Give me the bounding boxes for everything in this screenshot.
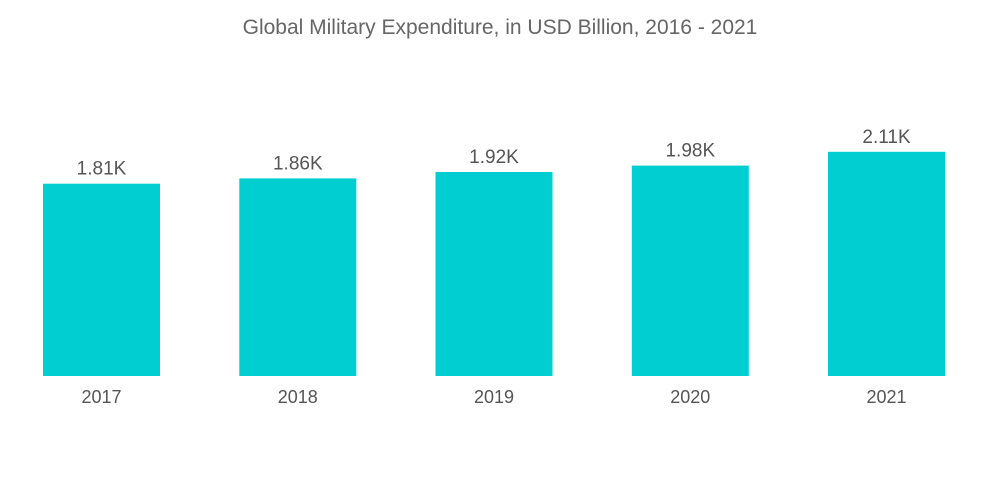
data-label-2020: 1.98K (665, 141, 715, 162)
bar-2018 (239, 178, 357, 376)
bar-2019 (435, 172, 553, 376)
bar-2020 (631, 165, 749, 376)
data-label-2017: 1.81K (77, 159, 127, 180)
x-tick-label-2017: 2017 (81, 387, 121, 407)
x-tick-label-2020: 2020 (670, 387, 710, 407)
data-label-2021: 2.11K (862, 127, 911, 148)
data-label-2019: 1.92K (469, 147, 519, 168)
x-tick-label-2018: 2018 (278, 387, 318, 407)
bar-2021 (828, 151, 945, 376)
x-tick-label-2019: 2019 (474, 387, 514, 407)
x-tick-label-2021: 2021 (866, 387, 906, 407)
chart-title: Global Military Expenditure, in USD Bill… (242, 16, 758, 39)
bar-2017 (43, 183, 160, 376)
data-label-2018: 1.86K (273, 153, 323, 174)
